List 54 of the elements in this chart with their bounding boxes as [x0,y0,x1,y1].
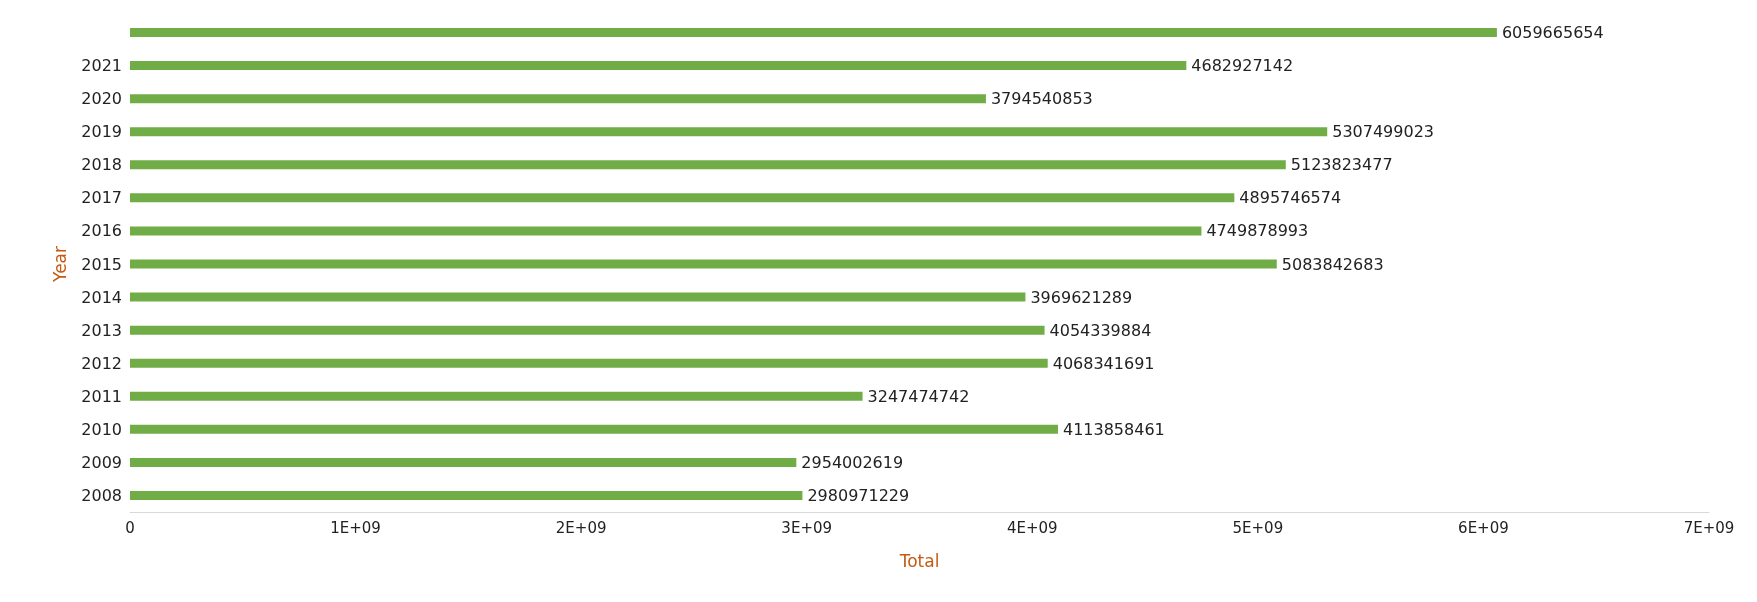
bar [130,160,1286,170]
data-label: 5123823477 [1290,155,1393,175]
bar [130,490,803,500]
bar [130,94,986,104]
bar [130,259,1277,269]
x-tick-label: 7E+09 [1683,518,1735,537]
bar [130,226,1202,236]
data-label: 3794540853 [990,89,1093,109]
bar [130,28,1497,38]
x-tick-label: 6E+09 [1458,518,1509,537]
y-tick-label: 2017 [81,188,122,208]
y-tick-label: 2008 [81,485,122,505]
y-tick-label: 2010 [81,419,122,439]
y-tick-label: 2018 [81,155,122,175]
data-label: 5083842683 [1281,254,1384,274]
x-tick-label: 2E+09 [555,518,607,537]
x-tick-label: 1E+09 [330,518,381,537]
data-label: 4054339884 [1049,320,1152,340]
bar [130,391,863,401]
x-tick-label: 5E+09 [1232,518,1284,537]
data-label: 3969621289 [1030,287,1133,307]
y-tick-label: 2020 [81,89,122,109]
y-tick-label: 2012 [81,353,122,373]
bar [130,127,1328,137]
data-label: 2980971229 [807,485,910,505]
x-tick-label: 4E+09 [1006,518,1058,537]
y-tick-label: 2009 [81,452,122,472]
x-tick-label: 0 [125,518,135,537]
y-tick-label: 2011 [81,386,122,406]
bar [130,457,797,467]
data-label: 6059665654 [1501,23,1604,43]
data-label: 4749878993 [1206,221,1309,241]
y-tick-label: 2014 [81,287,122,307]
data-label: 4068341691 [1052,353,1155,373]
data-label: 2954002619 [801,452,904,472]
y-tick-label: 2019 [81,122,122,142]
y-tick-label: 2021 [81,56,122,76]
data-label: 5307499023 [1332,122,1435,142]
bar [130,325,1045,335]
data-label: 4682927142 [1191,56,1294,76]
data-label: 4113858461 [1062,419,1165,439]
x-axis-title: Total [898,550,940,571]
bar [130,193,1235,203]
bar [130,424,1058,434]
y-tick-label: 2015 [81,254,122,274]
data-label: 3247474742 [867,386,970,406]
bar [130,358,1048,368]
x-tick-label: 3E+09 [781,518,833,537]
data-label: 4895746574 [1239,188,1342,208]
bar [130,61,1187,71]
y-axis-title: Year [49,246,70,283]
y-tick-label: 2016 [81,221,122,241]
y-tick-label: 2013 [81,320,122,340]
bar [130,292,1026,302]
